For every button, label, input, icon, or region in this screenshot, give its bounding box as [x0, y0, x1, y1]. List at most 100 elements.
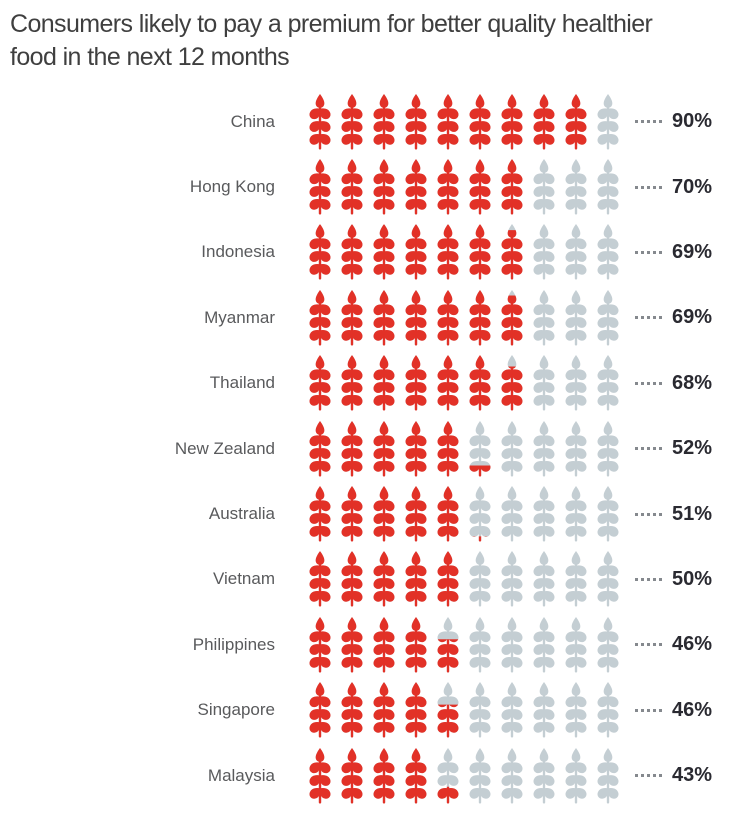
dotted-leader [635, 577, 662, 581]
icon-strip [308, 551, 620, 607]
wheat-icon [596, 616, 620, 673]
wheat-icon [340, 420, 364, 477]
wheat-icon [404, 355, 428, 411]
wheat-icon [532, 159, 556, 215]
wheat-icon [468, 355, 492, 411]
wheat-icon [308, 486, 332, 542]
country-label: Malaysia [207, 765, 275, 785]
wheat-icon [404, 747, 428, 804]
wheat-icon [596, 551, 620, 607]
dotted-leader [635, 512, 662, 516]
icon-strip [308, 224, 620, 280]
wheat-icon [564, 224, 588, 280]
wheat-icon [564, 551, 588, 607]
wheat-icon [308, 159, 332, 215]
wheat-icon [532, 420, 556, 477]
chart-row: Thailand 68% [10, 351, 743, 416]
wheat-icon [468, 420, 492, 477]
wheat-icon [500, 224, 524, 280]
wheat-icon [532, 551, 556, 607]
country-label: New Zealand [174, 438, 275, 458]
wheat-icon [532, 289, 556, 346]
icon-strip [308, 682, 620, 738]
chart-row: Philippines 46% [10, 612, 743, 677]
wheat-icon [500, 420, 524, 477]
dotted-leader [635, 643, 662, 647]
wheat-icon [532, 616, 556, 673]
icon-strip [308, 420, 620, 477]
wheat-icon [308, 682, 332, 738]
wheat-icon [468, 159, 492, 215]
dotted-leader [635, 250, 662, 254]
wheat-icon [596, 682, 620, 738]
icon-strip [308, 486, 620, 542]
wheat-icon [564, 420, 588, 477]
country-label: Philippines [192, 634, 275, 654]
wheat-icon [340, 159, 364, 215]
wheat-icon [436, 420, 460, 477]
wheat-icon [500, 486, 524, 542]
wheat-icon [500, 551, 524, 607]
wheat-icon [564, 93, 588, 150]
wheat-icon [564, 289, 588, 346]
chart-row: Malaysia 43% [10, 743, 743, 808]
value-label: 50% [672, 567, 713, 590]
country-label: Hong Kong [189, 177, 275, 197]
icon-strip [308, 355, 620, 411]
wheat-icon [564, 682, 588, 738]
wheat-icon [404, 682, 428, 738]
country-label: Australia [208, 504, 275, 524]
country-label: Singapore [197, 700, 275, 720]
wheat-icon [564, 616, 588, 673]
icon-strip [308, 747, 620, 804]
value-label: 52% [672, 437, 713, 460]
wheat-icon [404, 93, 428, 150]
value-label: 51% [672, 502, 713, 525]
wheat-icon [596, 224, 620, 280]
wheat-icon [500, 159, 524, 215]
value-label: 69% [672, 240, 713, 263]
chart-row: Australia 51% [10, 481, 743, 546]
wheat-icon [532, 486, 556, 542]
wheat-icon [308, 224, 332, 280]
value-label: 46% [672, 698, 713, 721]
dotted-leader [635, 447, 662, 451]
wheat-icon [532, 747, 556, 804]
wheat-icon [436, 289, 460, 346]
wheat-icon [500, 355, 524, 411]
chart-title-line-1: Consumers likely to pay a premium for be… [10, 10, 653, 38]
wheat-icon [308, 420, 332, 477]
wheat-icon [404, 159, 428, 215]
chart-row: Vietnam 50% [10, 547, 743, 612]
wheat-icon [436, 747, 460, 804]
country-label: Vietnam [212, 569, 275, 589]
wheat-icon [468, 616, 492, 673]
wheat-icon [308, 289, 332, 346]
wheat-icon [436, 616, 460, 673]
wheat-icon [340, 93, 364, 150]
wheat-icon [308, 747, 332, 804]
country-label: China [230, 111, 275, 131]
chart-title: Consumers likely to pay a premium for be… [10, 8, 743, 74]
wheat-icon [372, 224, 396, 280]
wheat-icon [404, 616, 428, 673]
icon-strip [308, 616, 620, 673]
wheat-icon [372, 747, 396, 804]
chart-row: Hong Kong 70% [10, 154, 743, 219]
wheat-icon [564, 159, 588, 215]
wheat-icon [340, 486, 364, 542]
value-label: 46% [672, 633, 713, 656]
wheat-icon [564, 486, 588, 542]
chart-row: New Zealand 52% [10, 416, 743, 481]
wheat-icon [372, 486, 396, 542]
wheat-icon [308, 616, 332, 673]
country-label: Indonesia [201, 242, 275, 262]
value-label: 70% [672, 175, 713, 198]
wheat-icon [436, 93, 460, 150]
wheat-icon [500, 747, 524, 804]
wheat-icon [404, 551, 428, 607]
wheat-icon [340, 551, 364, 607]
dotted-leader [635, 316, 662, 320]
value-label: 69% [672, 306, 713, 329]
wheat-icon [532, 93, 556, 150]
